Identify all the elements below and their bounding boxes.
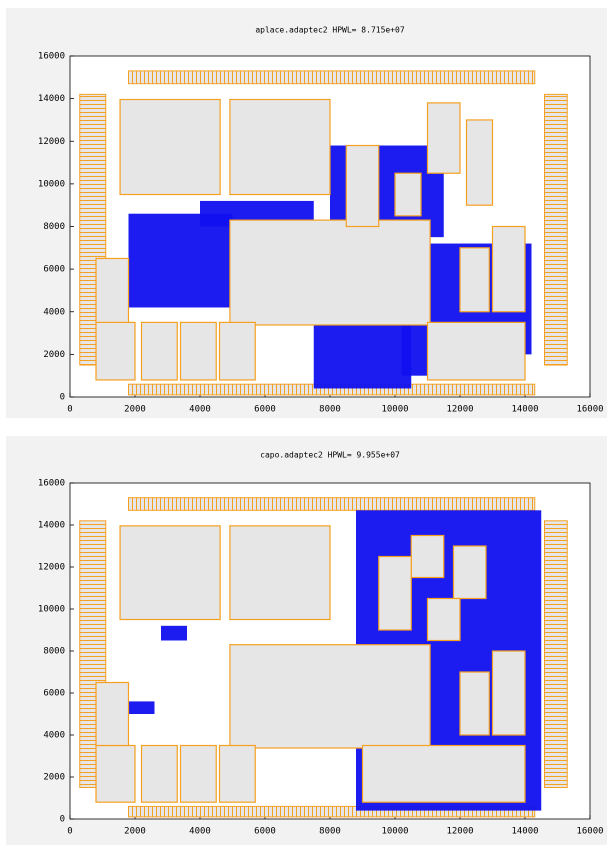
macro xyxy=(96,322,135,380)
macro xyxy=(395,173,421,216)
macro xyxy=(454,546,487,599)
x-tick-label: 2000 xyxy=(124,405,146,415)
y-tick-label: 10000 xyxy=(38,605,65,615)
macro xyxy=(467,120,493,205)
figure: aplace.adaptec2 HPWL= 8.715e+07 0 2000 4000… xyxy=(0,0,613,853)
macro xyxy=(379,557,412,631)
y-tick-label: 14000 xyxy=(38,94,65,104)
y-tick-label: 16000 xyxy=(38,52,65,62)
y-tick-label: 2000 xyxy=(43,773,65,783)
macro xyxy=(96,258,129,322)
macro xyxy=(363,746,526,803)
x-tick-label: 10000 xyxy=(381,827,408,837)
x-tick-label: 16000 xyxy=(576,827,603,837)
x-tick-label: 6000 xyxy=(254,405,276,415)
y-tick-label: 10000 xyxy=(38,179,65,189)
macro xyxy=(230,220,430,325)
x-tick-label: 6000 xyxy=(254,827,276,837)
x-tick-label: 10000 xyxy=(381,405,408,415)
std-cell-region xyxy=(129,214,233,308)
std-cell-region xyxy=(161,626,187,641)
y-tick-label: 6000 xyxy=(43,689,65,699)
y-tick-label: 8000 xyxy=(43,222,65,232)
macro xyxy=(120,526,220,620)
y-tick-label: 0 xyxy=(60,393,65,403)
macro xyxy=(120,99,220,194)
y-tick-label: 8000 xyxy=(43,647,65,657)
macro xyxy=(460,672,489,735)
x-tick-label: 4000 xyxy=(189,827,211,837)
macro xyxy=(346,146,379,227)
y-tick-label: 12000 xyxy=(38,137,65,147)
y-tick-label: 4000 xyxy=(43,731,65,741)
y-tick-label: 0 xyxy=(60,815,65,825)
pad-row xyxy=(129,71,535,84)
macro xyxy=(493,651,526,735)
macro xyxy=(493,227,526,312)
macro xyxy=(230,99,330,194)
macro xyxy=(230,645,430,748)
macro xyxy=(181,322,217,380)
y-tick-label: 2000 xyxy=(43,350,65,360)
pad-row xyxy=(129,498,535,511)
std-cell-region xyxy=(129,701,155,714)
y-tick-label: 6000 xyxy=(43,265,65,275)
y-tick-label: 14000 xyxy=(38,521,65,531)
x-tick-label: 14000 xyxy=(511,827,538,837)
chart-title: aplace.adaptec2 HPWL= 8.715e+07 xyxy=(255,26,404,35)
x-tick-label: 12000 xyxy=(446,405,473,415)
x-tick-label: 12000 xyxy=(446,827,473,837)
macro xyxy=(411,536,444,578)
x-tick-label: 8000 xyxy=(319,405,341,415)
pad-row xyxy=(545,521,568,788)
x-tick-label: 14000 xyxy=(511,405,538,415)
macro xyxy=(428,322,526,380)
macro xyxy=(96,683,129,746)
macro xyxy=(428,103,461,173)
macro xyxy=(220,322,256,380)
y-tick-label: 16000 xyxy=(38,479,65,489)
x-tick-label: 4000 xyxy=(189,405,211,415)
x-tick-label: 8000 xyxy=(319,827,341,837)
y-tick-label: 4000 xyxy=(43,307,65,317)
macro xyxy=(230,526,330,620)
macro xyxy=(142,746,178,803)
y-tick-label: 12000 xyxy=(38,563,65,573)
macro xyxy=(220,746,256,803)
x-tick-label: 0 xyxy=(67,827,72,837)
macro xyxy=(181,746,217,803)
x-tick-label: 16000 xyxy=(576,405,603,415)
x-tick-label: 0 xyxy=(67,405,72,415)
macro xyxy=(142,322,178,380)
macro xyxy=(460,248,489,312)
x-tick-label: 2000 xyxy=(124,827,146,837)
chart-title: capo.adaptec2 HPWL= 9.955e+07 xyxy=(260,451,400,460)
pad-row xyxy=(545,94,568,365)
page: {"chart_data": [ {"type": "placement", "… xyxy=(0,0,613,853)
macro xyxy=(428,599,461,641)
macro xyxy=(96,746,135,803)
